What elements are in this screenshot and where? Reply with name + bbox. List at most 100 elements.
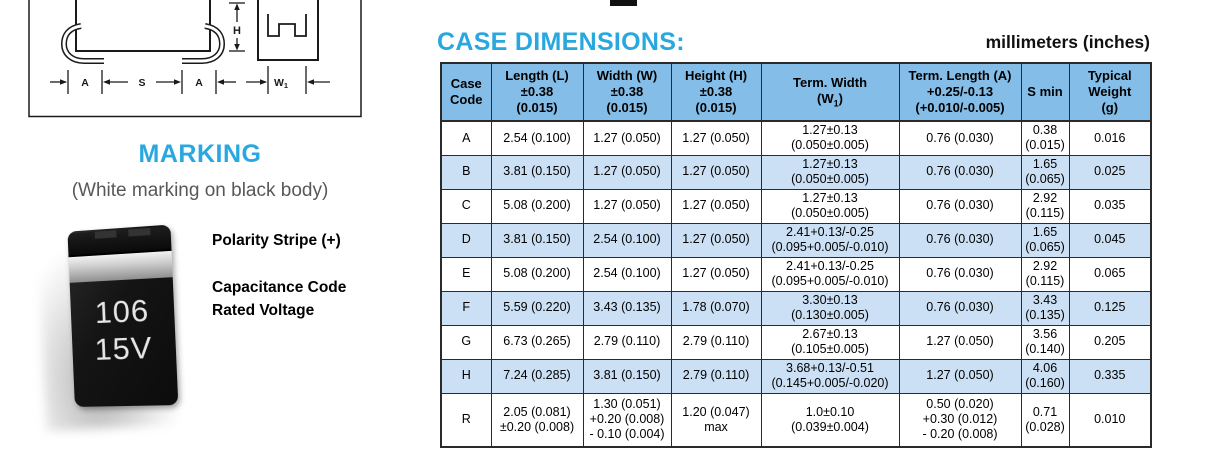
case-outline-drawing: H A S A W1: [28, 0, 362, 118]
cell-case_code: C: [440, 188, 492, 224]
cell-height: 2.79 (0.110): [670, 324, 762, 360]
cell-length: 7.24 (0.285): [490, 358, 584, 394]
cell-length: 2.54 (0.100): [490, 120, 584, 156]
cell-term_width: 1.0±0.10 (0.039±0.004): [760, 392, 900, 448]
case-dimensions-title: CASE DIMENSIONS:: [437, 28, 685, 56]
units-note: millimeters (inches): [985, 32, 1150, 52]
cropped-header-artifact: [610, 0, 637, 6]
table-row-D: D 3.81 (0.150) 2.54 (0.100) 1.27 (0.050) 2.4…: [440, 222, 1152, 258]
cell-term_length: 0.50 (0.020) +0.30 (0.012) - 0.20 (0.008…: [898, 392, 1022, 448]
rated-voltage-text: 15V: [93, 329, 154, 367]
cell-width: 3.43 (0.135): [582, 290, 672, 326]
table-row-R: R 2.05 (0.081) ±0.20 (0.008) 1.30 (0.051) …: [440, 392, 1152, 448]
polarity-stripe: [68, 250, 173, 283]
cell-term_width: 1.27±0.13 (0.050±0.005): [760, 188, 900, 224]
cell-s_min: 2.92 (0.115): [1020, 256, 1070, 292]
cell-height: 1.20 (0.047) max: [670, 392, 762, 448]
cell-term_width: 1.27±0.13 (0.050±0.005): [760, 154, 900, 190]
cell-term_length: 0.76 (0.030): [898, 222, 1022, 258]
cell-length: 5.08 (0.200): [490, 256, 584, 292]
cell-term_length: 0.76 (0.030): [898, 256, 1022, 292]
cell-case_code: A: [440, 120, 492, 156]
cell-case_code: F: [440, 290, 492, 326]
case-table-body: A 2.54 (0.100) 1.27 (0.050) 1.27 (0.050) 1.2…: [440, 120, 1152, 448]
cell-weight: 0.065: [1068, 256, 1152, 292]
header-height: Height (H) ±0.38 (0.015): [670, 62, 762, 122]
capacitance-code-label: Capacitance Code: [212, 279, 347, 296]
cell-height: 1.27 (0.050): [670, 154, 762, 190]
cell-term_width: 3.30±0.13 (0.130±0.005): [760, 290, 900, 326]
cell-case_code: B: [440, 154, 492, 190]
cell-width: 1.30 (0.051) +0.20 (0.008) - 0.10 (0.004…: [582, 392, 672, 448]
cell-height: 1.78 (0.070): [670, 290, 762, 326]
cell-width: 2.79 (0.110): [582, 324, 672, 360]
left-lead: [60, 23, 104, 64]
dim-label-a-right: A: [195, 77, 203, 89]
table-row-A: A 2.54 (0.100) 1.27 (0.050) 1.27 (0.050) 1.2…: [440, 120, 1152, 156]
header-case-code: Case Code: [440, 62, 492, 122]
cell-width: 1.27 (0.050): [582, 120, 672, 156]
cell-length: 5.59 (0.220): [490, 290, 584, 326]
cell-width: 1.27 (0.050): [582, 188, 672, 224]
table-row-F: F 5.59 (0.220) 3.43 (0.135) 1.78 (0.070) 3.3…: [440, 290, 1152, 326]
header-typical-weight: Typical Weight (g): [1068, 62, 1152, 122]
cell-length: 3.81 (0.150): [490, 222, 584, 258]
end-view-body: [257, 0, 319, 61]
capacitor-marking-text: 106 15V: [70, 291, 176, 368]
cell-length: 2.05 (0.081) ±0.20 (0.008): [490, 392, 584, 448]
cell-s_min: 1.65 (0.065): [1020, 222, 1070, 258]
cell-case_code: R: [440, 392, 492, 448]
table-row-E: E 5.08 (0.200) 2.54 (0.100) 1.27 (0.050) 2.4…: [440, 256, 1152, 292]
cell-length: 5.08 (0.200): [490, 188, 584, 224]
cell-weight: 0.205: [1068, 324, 1152, 360]
rated-voltage-label: Rated Voltage: [212, 302, 315, 319]
cell-width: 3.81 (0.150): [582, 358, 672, 394]
cell-term_length: 0.76 (0.030): [898, 120, 1022, 156]
cell-height: 1.27 (0.050): [670, 188, 762, 224]
cell-term_width: 3.68+0.13/-0.51 (0.145+0.005/-0.020): [760, 358, 900, 394]
table-row-B: B 3.81 (0.150) 1.27 (0.050) 1.27 (0.050) 1.2…: [440, 154, 1152, 190]
cell-term_length: 1.27 (0.050): [898, 358, 1022, 394]
table-row-C: C 5.08 (0.200) 1.27 (0.050) 1.27 (0.050) 1.2…: [440, 188, 1152, 224]
cell-s_min: 3.43 (0.135): [1020, 290, 1070, 326]
right-lead: [182, 23, 226, 64]
cell-height: 1.27 (0.050): [670, 222, 762, 258]
cell-length: 6.73 (0.265): [490, 324, 584, 360]
cell-s_min: 4.06 (0.160): [1020, 358, 1070, 394]
capacitor-photo: 106 15V: [37, 224, 188, 432]
header-width: Width (W) ±0.38 (0.015): [582, 62, 672, 122]
cell-term_width: 1.27±0.13 (0.050±0.005): [760, 120, 900, 156]
cell-case_code: G: [440, 324, 492, 360]
cell-height: 1.27 (0.050): [670, 120, 762, 156]
cell-height: 1.27 (0.050): [670, 256, 762, 292]
cell-weight: 0.025: [1068, 154, 1152, 190]
cell-s_min: 3.56 (0.140): [1020, 324, 1070, 360]
dim-label-h: H: [233, 25, 241, 37]
marking-callouts: Polarity Stripe (+) Capacitance Code Rat…: [212, 232, 402, 320]
cell-term_length: 0.76 (0.030): [898, 290, 1022, 326]
capacitor-body: 106 15V: [67, 224, 179, 407]
cell-term_length: 0.76 (0.030): [898, 188, 1022, 224]
cell-weight: 0.335: [1068, 358, 1152, 394]
marking-subtitle: (White marking on black body): [71, 180, 329, 201]
header-term-length: Term. Length (A) +0.25/-0.13 (+0.010/-0.…: [898, 62, 1022, 122]
cell-term_width: 2.41+0.13/-0.25 (0.095+0.005/-0.010): [760, 222, 900, 258]
cell-term_length: 1.27 (0.050): [898, 324, 1022, 360]
polarity-stripe-label: Polarity Stripe (+): [212, 232, 341, 249]
cell-s_min: 1.65 (0.065): [1020, 154, 1070, 190]
cell-length: 3.81 (0.150): [490, 154, 584, 190]
cell-weight: 0.125: [1068, 290, 1152, 326]
cell-s_min: 0.38 (0.015): [1020, 120, 1070, 156]
cell-case_code: H: [440, 358, 492, 394]
bottom-dimensions: [50, 66, 330, 94]
cell-s_min: 2.92 (0.115): [1020, 188, 1070, 224]
cell-weight: 0.010: [1068, 392, 1152, 448]
marking-title: MARKING: [138, 140, 262, 168]
dim-label-a-left: A: [81, 77, 89, 89]
table-row-H: H 7.24 (0.285) 3.81 (0.150) 2.79 (0.110) 3.6…: [440, 358, 1152, 394]
header-length: Length (L) ±0.38 (0.015): [490, 62, 584, 122]
cell-width: 1.27 (0.050): [582, 154, 672, 190]
cell-weight: 0.045: [1068, 222, 1152, 258]
cell-weight: 0.035: [1068, 188, 1152, 224]
